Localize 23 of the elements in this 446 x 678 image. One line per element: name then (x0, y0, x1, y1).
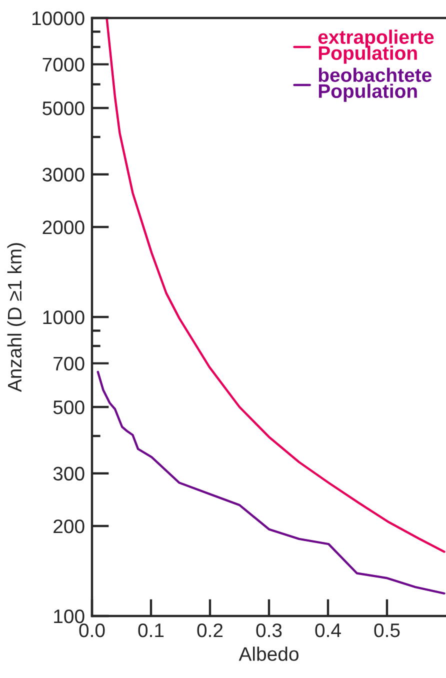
legend-label: beobachtete Population (318, 68, 432, 102)
x-tick-label: 0.2 (197, 623, 223, 638)
y-tick-label: 1000 (43, 310, 84, 324)
y-tick-label: 2000 (42, 220, 84, 234)
y-tick-label: 3000 (42, 168, 84, 182)
y-axis-title: Anzahl (D ≥1 km) (7, 243, 26, 392)
x-tick-label: 0.1 (138, 623, 164, 638)
line-series (106, 18, 446, 553)
x-tick-label: 0.0 (79, 623, 105, 638)
y-tick-label: 300 (53, 466, 84, 481)
x-tick-label: 0.3 (256, 623, 282, 638)
x-tick-label: 0.4 (315, 623, 341, 638)
y-tick-label: 700 (54, 356, 84, 371)
y-tick-label: 100 (54, 609, 84, 624)
y-tick-label: 10000 (32, 11, 84, 26)
y-tick-label: 200 (54, 519, 84, 534)
line-series (96, 370, 446, 595)
y-tick-label: 500 (53, 400, 84, 414)
legend-label: extrapolierte Population (318, 30, 434, 64)
x-axis-title: Albedo (238, 646, 298, 661)
y-tick-label: 7000 (42, 58, 84, 72)
x-tick-label: 0.5 (374, 623, 400, 638)
y-tick-label: 5000 (42, 101, 84, 116)
